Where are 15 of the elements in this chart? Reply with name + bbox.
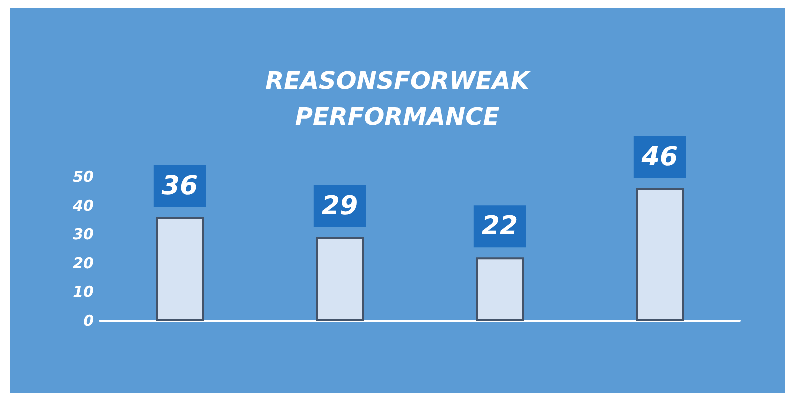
- chart-title: REASONSFORWEAK PERFORMANCE: [266, 67, 532, 131]
- bar: [156, 217, 204, 321]
- data-label: 29: [322, 191, 358, 222]
- y-tick-label: 30: [73, 226, 94, 244]
- y-tick-label: 50: [73, 168, 94, 186]
- data-label: 36: [162, 171, 198, 202]
- y-tick-label: 40: [72, 196, 94, 215]
- data-label: 22: [482, 212, 518, 242]
- bar: [316, 237, 364, 321]
- y-tick-label: 0: [84, 312, 94, 330]
- bar: [636, 188, 684, 321]
- y-tick-label: 20: [73, 254, 94, 272]
- data-label: 46: [640, 142, 678, 173]
- y-tick-label: 10: [73, 283, 94, 302]
- bar: [476, 258, 524, 321]
